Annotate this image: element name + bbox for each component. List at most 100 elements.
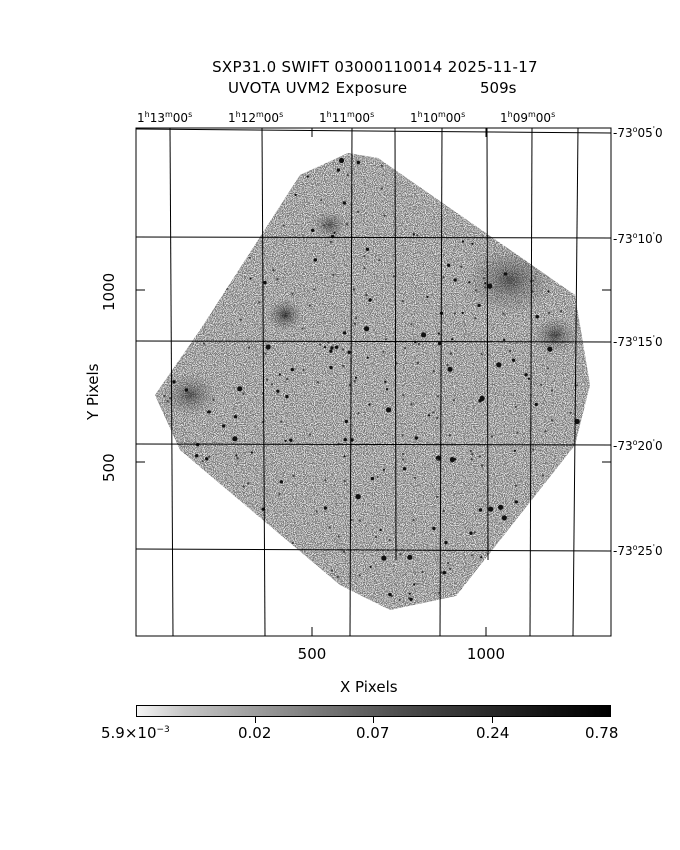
- star-source: [242, 392, 245, 395]
- star-source: [313, 258, 318, 262]
- star-source: [278, 493, 281, 496]
- star-source: [155, 168, 159, 173]
- star-source: [152, 429, 154, 431]
- star-source: [518, 226, 521, 229]
- star-source: [566, 193, 570, 197]
- star-source: [591, 375, 594, 378]
- star-source: [523, 231, 526, 234]
- star-source: [306, 161, 310, 166]
- star-source: [503, 338, 506, 341]
- star-source: [309, 433, 312, 436]
- star-source: [502, 567, 505, 570]
- star-source: [235, 454, 238, 457]
- star-source: [404, 347, 407, 350]
- star-source: [407, 167, 410, 170]
- star-source: [333, 231, 336, 234]
- star-source: [556, 173, 559, 176]
- star-source: [413, 476, 416, 479]
- star-source: [302, 368, 305, 372]
- star-source: [172, 380, 176, 384]
- star-source: [539, 182, 542, 185]
- star-source: [436, 458, 439, 461]
- ra-label: 1h09m00s: [500, 110, 556, 125]
- star-source: [487, 283, 493, 289]
- star-source: [436, 495, 439, 498]
- star-source: [384, 338, 387, 341]
- star-source: [249, 572, 252, 575]
- star-source: [279, 480, 284, 484]
- star-source: [540, 383, 543, 386]
- star-source: [470, 554, 473, 557]
- star-source: [342, 364, 345, 367]
- star-source: [219, 239, 222, 242]
- star-source: [364, 326, 370, 332]
- star-source: [505, 234, 511, 240]
- star-source: [332, 273, 335, 276]
- star-source: [470, 458, 473, 461]
- star-source: [473, 531, 476, 534]
- star-source: [514, 500, 518, 504]
- star-source: [277, 572, 280, 575]
- star-source: [288, 578, 291, 581]
- star-source: [186, 567, 190, 570]
- star-source: [320, 199, 323, 202]
- star-source: [155, 438, 156, 442]
- star-source: [184, 388, 189, 392]
- star-source: [336, 575, 339, 579]
- star-source: [229, 197, 232, 200]
- star-source: [160, 536, 163, 540]
- dec-label: -73o15'0: [613, 334, 663, 349]
- pixel-ticks: [136, 128, 611, 636]
- star-source: [276, 278, 279, 281]
- star-source: [466, 160, 469, 163]
- star-source: [225, 287, 228, 290]
- star-source: [474, 317, 477, 320]
- star-source: [326, 158, 329, 161]
- star-source: [166, 400, 169, 403]
- star-source: [437, 341, 442, 346]
- star-source: [241, 593, 245, 598]
- star-source: [284, 439, 287, 442]
- star-source: [488, 506, 494, 512]
- star-source: [402, 467, 407, 471]
- star-source: [209, 557, 212, 560]
- star-source: [522, 551, 527, 555]
- star-source: [459, 199, 464, 203]
- x-axis-label: X Pixels: [340, 678, 398, 696]
- star-source: [482, 277, 485, 280]
- star-source: [198, 516, 201, 519]
- star-source: [432, 370, 435, 373]
- star-source: [160, 450, 163, 453]
- star-source: [344, 419, 348, 424]
- star-source: [329, 240, 332, 243]
- star-source: [453, 312, 456, 315]
- star-source: [201, 460, 204, 463]
- star-source: [514, 484, 518, 487]
- star-source: [474, 289, 477, 292]
- star-source: [548, 311, 551, 314]
- star-source: [552, 503, 556, 506]
- colorbar-tick: [373, 717, 374, 723]
- star-source: [160, 594, 163, 598]
- star-source: [155, 272, 160, 276]
- star-source: [421, 332, 427, 338]
- star-source: [336, 168, 340, 172]
- star-source: [208, 455, 211, 458]
- star-source: [386, 407, 392, 413]
- star-source: [426, 295, 429, 298]
- star-source: [480, 556, 483, 559]
- star-source: [442, 509, 445, 513]
- star-source: [478, 455, 481, 458]
- star-source: [249, 277, 252, 280]
- star-source: [217, 153, 223, 156]
- star-source: [236, 457, 239, 460]
- star-source: [357, 412, 360, 415]
- star-source: [209, 171, 212, 174]
- star-source: [532, 448, 535, 451]
- star-source: [451, 176, 454, 179]
- star-source: [527, 377, 531, 380]
- star-source: [319, 343, 322, 346]
- star-source: [294, 193, 297, 197]
- star-source: [179, 214, 182, 217]
- star-source: [388, 592, 392, 597]
